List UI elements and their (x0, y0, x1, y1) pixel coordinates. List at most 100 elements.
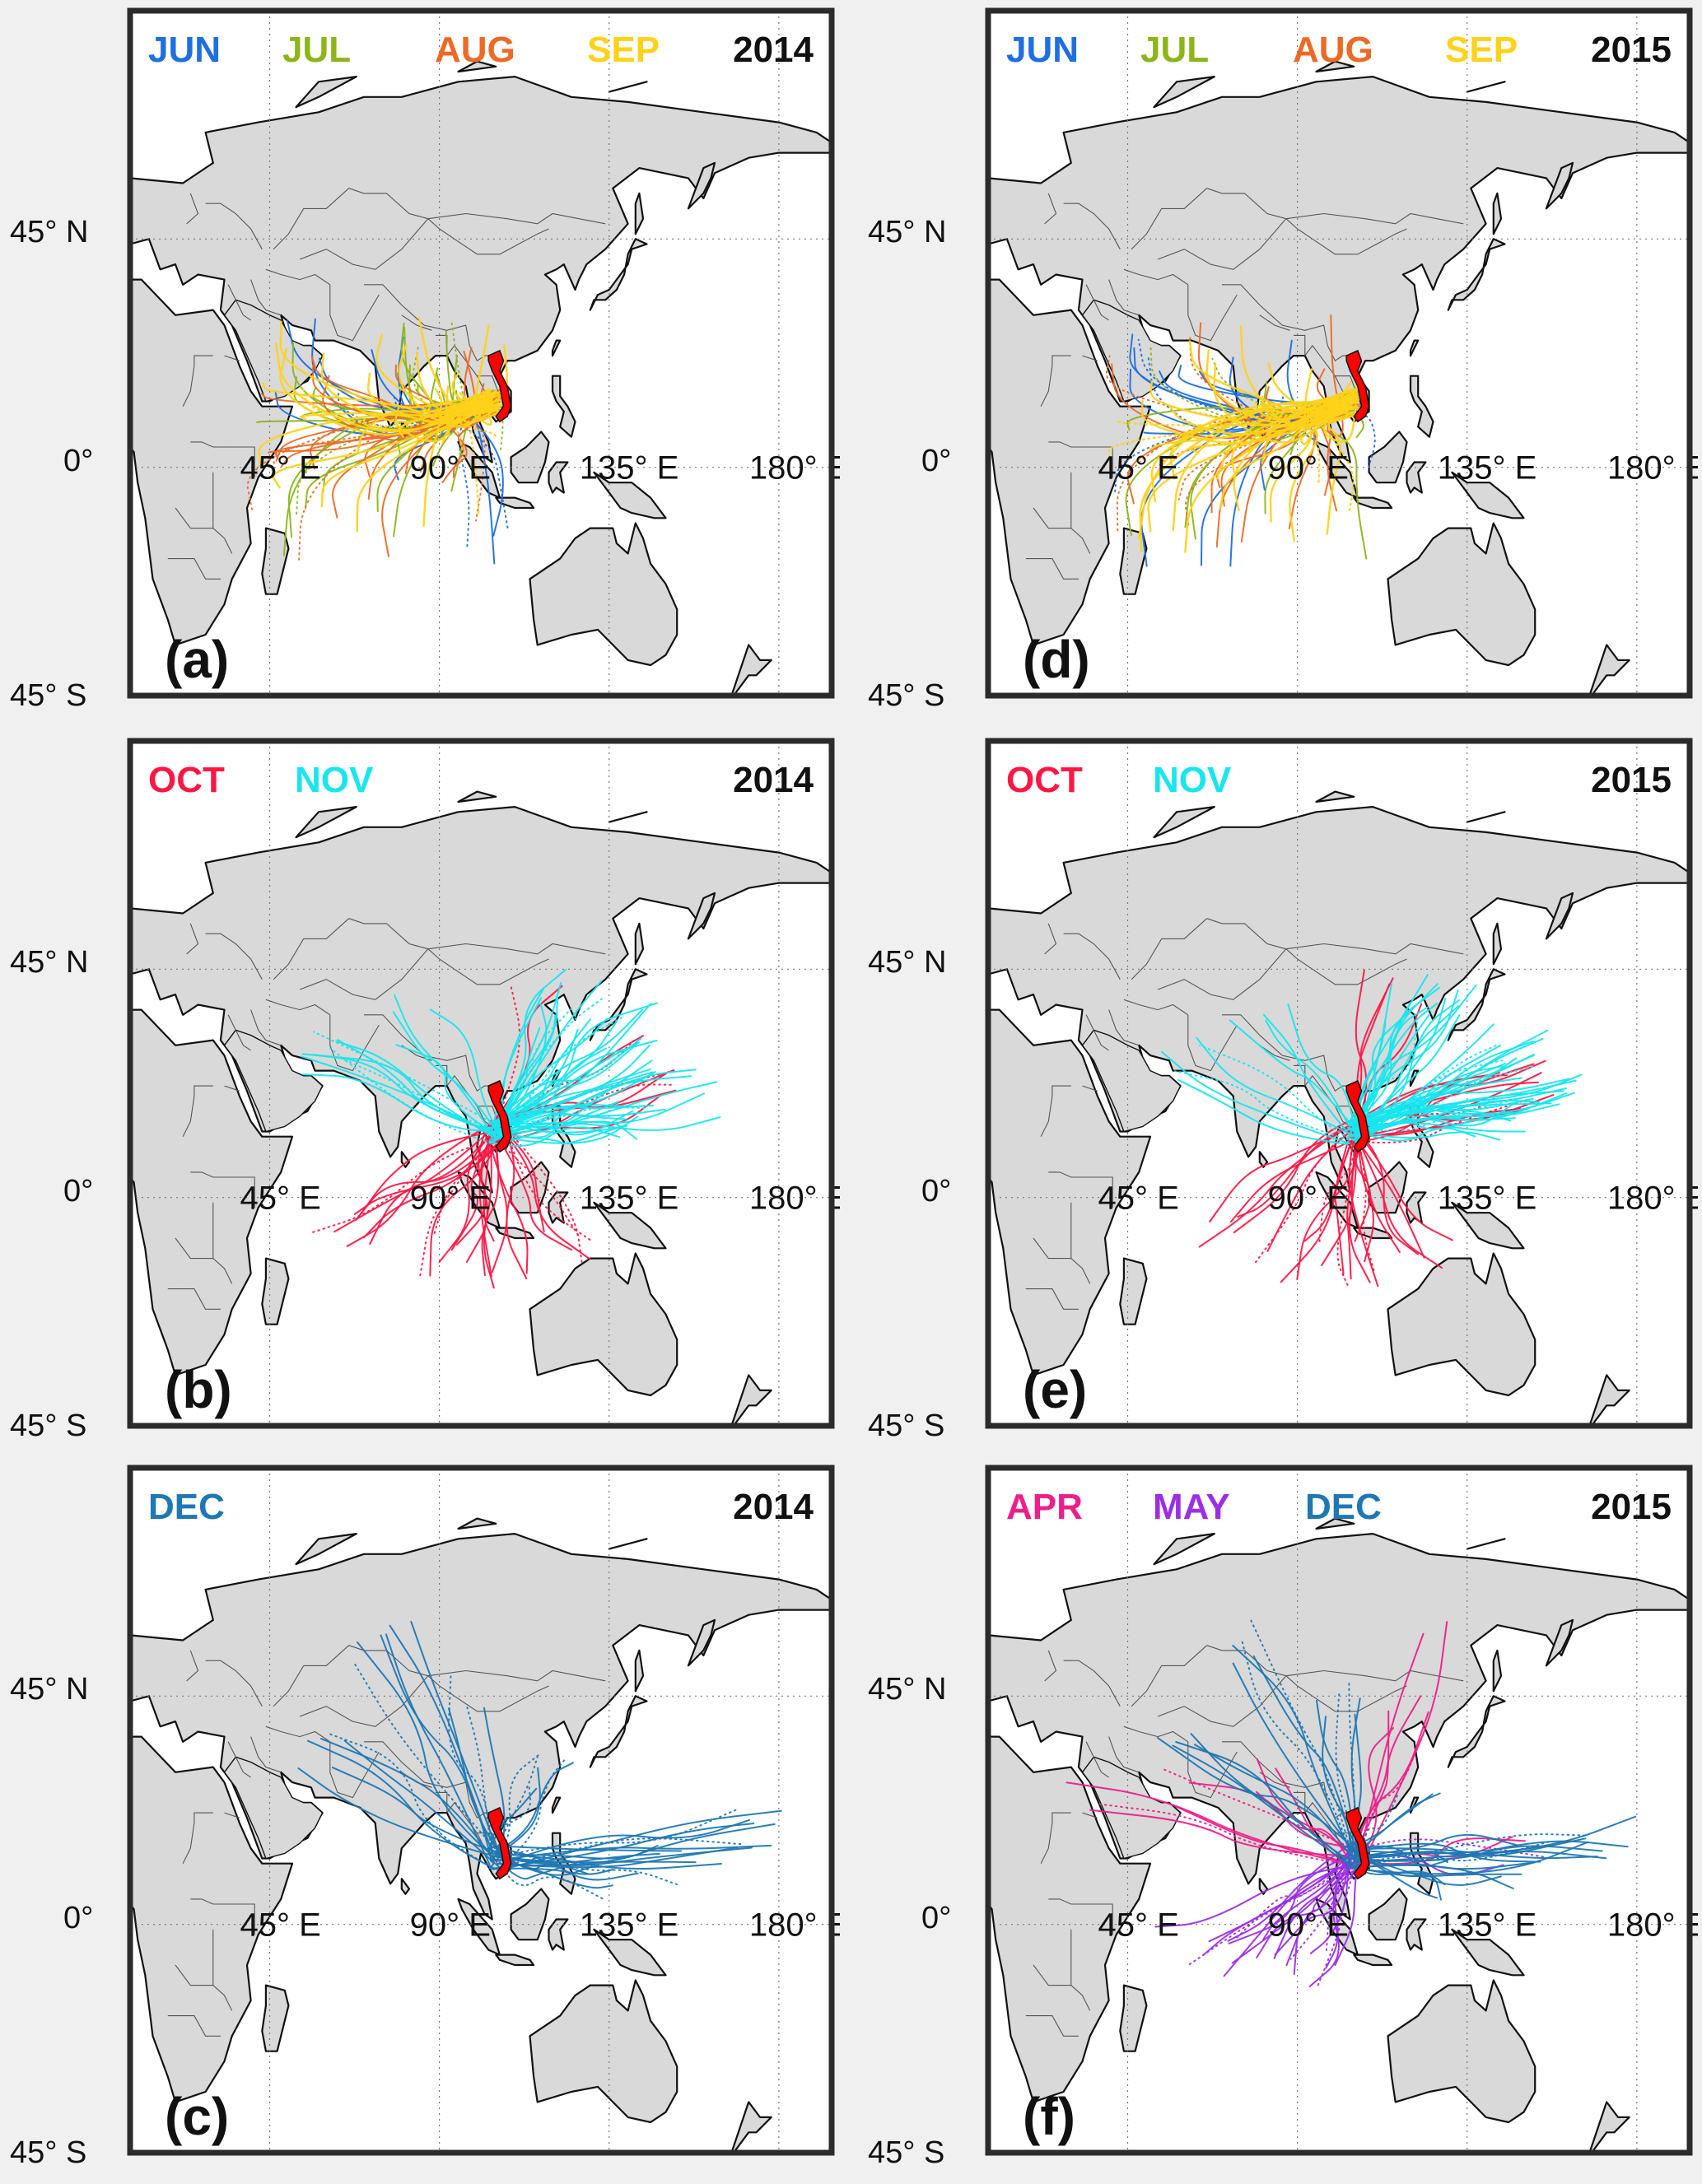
land-sakhalin (1492, 192, 1503, 235)
trajectory-nov (488, 1126, 621, 1148)
trajectory-group (1161, 969, 1583, 1288)
land-australia (529, 522, 678, 667)
trajectory-apr (1355, 1710, 1390, 1853)
trajectory-apr (1163, 1768, 1355, 1850)
land-srilanka (1258, 1151, 1269, 1168)
legend-oct: OCT (148, 760, 225, 800)
trajectory-nov (501, 998, 603, 1125)
country-border (183, 558, 221, 580)
panel-year: 2015 (1591, 30, 1672, 70)
trajectory-group (301, 968, 721, 1289)
country-border (427, 218, 549, 255)
country-border (1123, 1725, 1189, 1743)
lat-tick-label: 45° S (868, 1409, 945, 1443)
trajectory-apr (1098, 1803, 1356, 1867)
country-border (205, 933, 263, 980)
country-border (1294, 1064, 1306, 1087)
land-australia (1387, 1252, 1536, 1397)
trajectory-oct (1358, 1141, 1376, 1275)
trajectory-nov (496, 1044, 650, 1125)
lat-tick-label: 0° (921, 1900, 952, 1935)
trajectory-nov (301, 1053, 490, 1132)
trajectory-nov (1229, 1019, 1359, 1134)
trajectory-may (1293, 1861, 1349, 1975)
country-border (1187, 1741, 1238, 1799)
land-africa (130, 278, 294, 646)
lat-tick-label: 45° N (868, 945, 947, 980)
country-border (1040, 1812, 1071, 1864)
country-border (265, 1725, 331, 1743)
land-novaya (1153, 805, 1215, 839)
trajectory-nov (1352, 1065, 1504, 1141)
trajectory-dec (1351, 1865, 1522, 1878)
trajectory-nov (497, 1104, 655, 1132)
land-novaya (295, 75, 357, 109)
country-border (1070, 1929, 1091, 2011)
trajectory-dec (343, 1739, 505, 1872)
map-panel-f: 45° E 90° E 135° E 180° E APR MAY DEC 2015 (f) (980, 1462, 1702, 2158)
land-japan (589, 238, 648, 311)
trajectory-nov (500, 1092, 705, 1130)
lon-tick-label: 90° E (410, 1180, 491, 1217)
trajectory-nov (493, 1037, 642, 1125)
source-region (487, 349, 512, 423)
lon-tick-label: 45° E (1098, 1180, 1178, 1217)
panel-year: 2015 (1591, 1487, 1672, 1527)
map-panel-b: 45° E 90° E 135° E 180° E OCT NOV 2014 (b) (122, 735, 848, 1432)
lon-tick-label: 45° E (1098, 1907, 1178, 1944)
trajectory-sep (320, 352, 491, 423)
trajectory-oct (501, 1120, 528, 1279)
land-zealand (1588, 1374, 1630, 1426)
country-border (1048, 1171, 1087, 1178)
land-philippines (1409, 375, 1434, 438)
country-border (1131, 1645, 1208, 1707)
country-border (1040, 1085, 1071, 1137)
land-borneo (510, 431, 550, 484)
land-newsib (608, 811, 648, 823)
lon-tick-label: 135° E (580, 450, 679, 487)
country-border (329, 284, 380, 342)
panel-year: 2015 (1591, 760, 1672, 800)
trajectory-oct (1357, 1130, 1419, 1255)
country-border (182, 1085, 213, 1137)
land-taiwan (551, 1796, 562, 1814)
country-border (1206, 1645, 1287, 1677)
land-severnaya (1315, 60, 1355, 73)
country-border (1285, 948, 1407, 985)
legend-aug: AUG (435, 30, 515, 70)
lat-tick-label: 45° N (868, 1672, 947, 1707)
panel-label: (f) (1023, 2087, 1075, 2146)
country-border (1086, 1176, 1113, 1208)
country-border (1108, 1736, 1140, 1773)
trajectory-nov (495, 1101, 619, 1139)
land-srilanka (400, 1878, 411, 1895)
country-border (1085, 1741, 1109, 1778)
trajectory-nov (329, 1047, 492, 1144)
country-border (205, 1660, 263, 1707)
trajectory-oct (497, 1083, 674, 1140)
trajectory-nov (1359, 1098, 1518, 1132)
lon-tick-label: 180° E (1607, 1180, 1698, 1217)
land-africa (988, 1008, 1152, 1376)
trajectory-nov (1347, 1126, 1476, 1142)
trajectory-jun (1329, 400, 1376, 468)
panel-year: 2014 (733, 1487, 814, 1527)
trajectory-oct (1334, 1118, 1355, 1275)
trajectory-sep (356, 404, 491, 533)
land-japan (589, 1695, 648, 1768)
trajectory-may (1186, 1862, 1362, 1967)
country-border (265, 268, 331, 286)
map-panel-c: 45° E 90° E 135° E 180° E DEC 2014 (c) (122, 1462, 848, 2158)
land-africa (988, 278, 1152, 646)
country-border (1082, 1812, 1098, 1818)
legend-nov: NOV (1153, 760, 1232, 800)
land-philippines (551, 375, 576, 438)
country-border (427, 1675, 549, 1712)
land-kamchatka (1545, 1618, 1574, 1667)
country-border (1048, 441, 1087, 448)
trajectory-sep (272, 389, 492, 489)
country-border (190, 1171, 229, 1178)
lat-tick-label: 45° N (868, 215, 947, 250)
trajectory-dec (501, 1757, 567, 1865)
trajectory-nov (1359, 1037, 1544, 1129)
